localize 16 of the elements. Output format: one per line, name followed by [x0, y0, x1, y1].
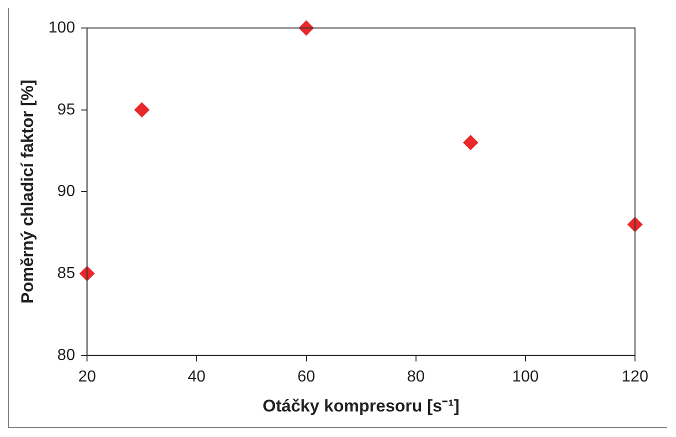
- x-tick-label: 40: [188, 368, 206, 386]
- y-tick-label: 90: [57, 183, 76, 200]
- x-tick-label: 20: [78, 368, 96, 386]
- point: [463, 135, 478, 150]
- x-tick-label: 120: [622, 368, 648, 386]
- x-axis-title: Otáčky kompresoru [s⁻¹]: [262, 396, 460, 416]
- y-axis-title: Poměrný chladicí faktor [%]: [18, 80, 37, 304]
- point: [80, 266, 95, 282]
- x-tick-label: 80: [406, 368, 425, 386]
- y-tick-label: 95: [57, 101, 76, 118]
- y-tick-label: 85: [57, 264, 76, 282]
- point: [134, 102, 150, 118]
- y-tick-label: 100: [48, 19, 76, 36]
- y-tick-label: 80: [57, 346, 76, 364]
- x-tick-label: 60: [297, 368, 316, 386]
- x-tick-label: 100: [512, 368, 539, 386]
